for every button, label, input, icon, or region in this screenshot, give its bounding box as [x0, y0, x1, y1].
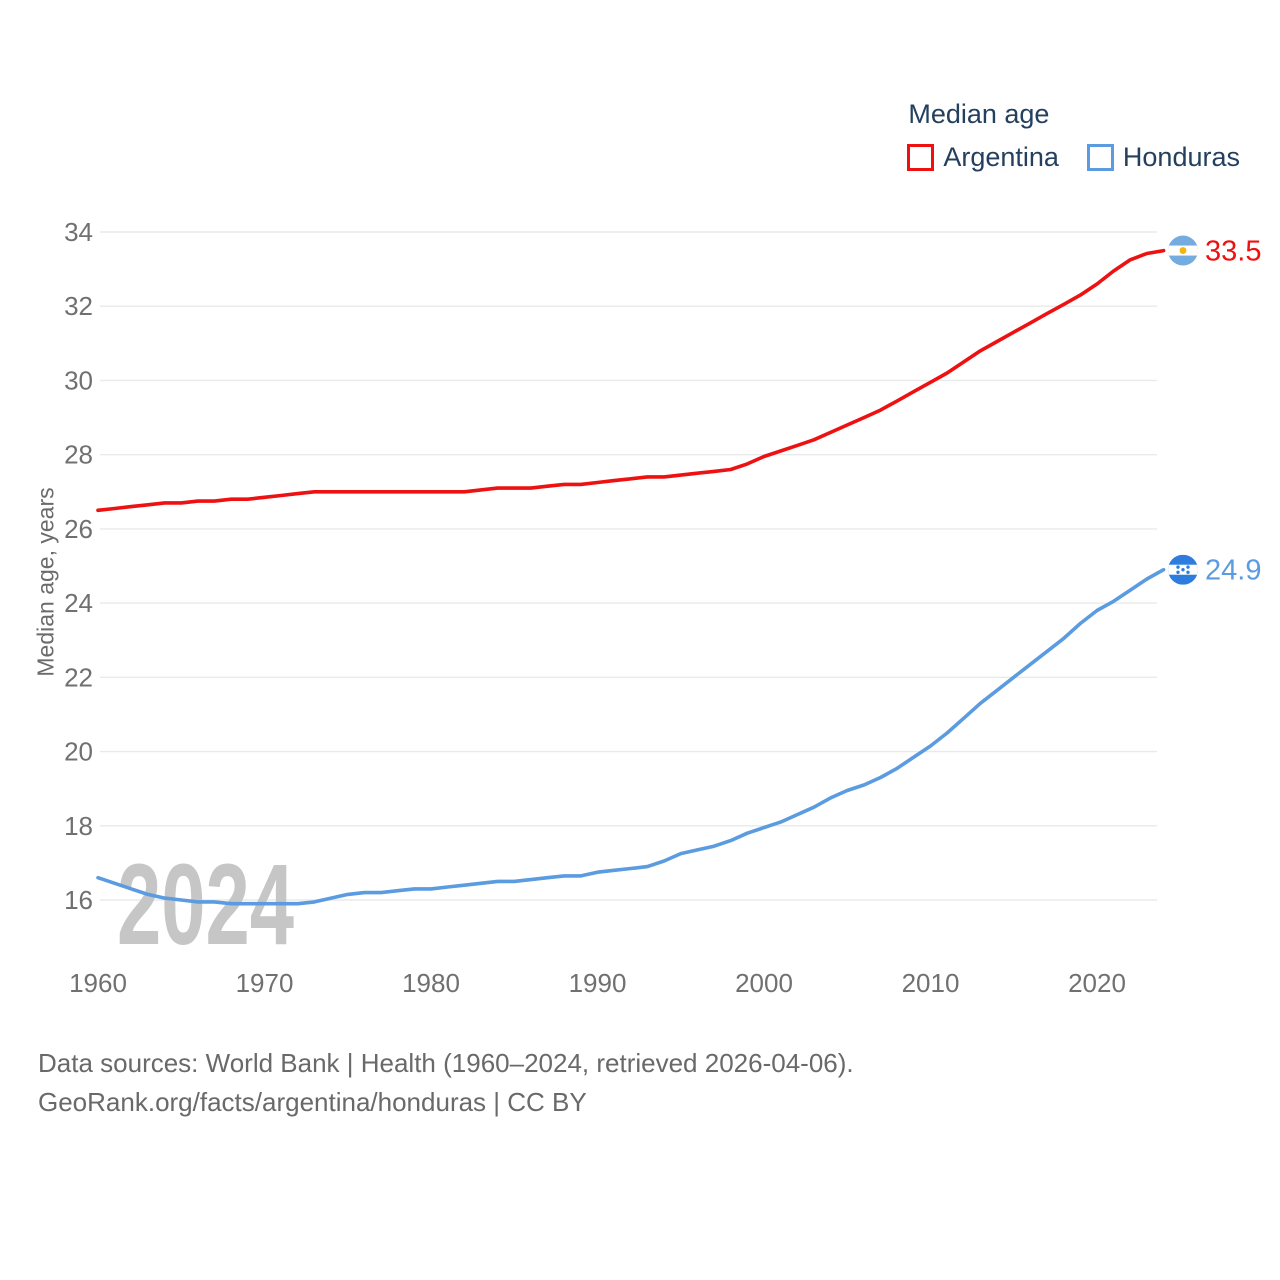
y-tick-label: 20	[64, 737, 93, 767]
argentina-swatch	[907, 144, 935, 171]
y-tick-label: 18	[64, 811, 93, 841]
honduras-flag-icon	[1168, 554, 1198, 585]
legend-items: Argentina Honduras	[907, 142, 1240, 173]
legend-title: Median age	[908, 99, 1050, 129]
honduras-line[interactable]	[96, 567, 1166, 906]
y-tick-label: 24	[64, 588, 93, 618]
georank-link-text[interactable]: GeoRank.org/facts/argentina/honduras | C…	[38, 1087, 587, 1117]
y-tick-label: 28	[64, 440, 93, 470]
honduras-end-value: 24.9	[1205, 555, 1261, 587]
x-tick-label: 1970	[236, 968, 294, 998]
x-tick-label: 2000	[735, 968, 793, 998]
y-tick-label: 22	[64, 662, 93, 692]
y-tick-label: 34	[64, 217, 93, 247]
footer: Data sources: World Bank | Health (1960–…	[38, 1044, 854, 1122]
x-tick-label: 1990	[569, 968, 627, 998]
x-tick-label: 1980	[402, 968, 460, 998]
legend-item-argentina[interactable]: Argentina	[907, 142, 1059, 173]
data-sources-text: Data sources: World Bank | Health (1960–…	[38, 1048, 854, 1078]
argentina-line[interactable]	[96, 248, 1166, 513]
argentina-end-value: 33.5	[1205, 236, 1261, 268]
y-tick-label: 30	[64, 365, 93, 395]
argentina-flag-icon	[1168, 235, 1198, 266]
legend-item-honduras[interactable]: Honduras	[1086, 142, 1240, 173]
x-tick-label: 1960	[69, 968, 127, 998]
y-tick-label: 32	[64, 291, 93, 321]
y-tick-label: 26	[64, 514, 93, 544]
x-tick-label: 2010	[902, 968, 960, 998]
honduras-swatch	[1086, 144, 1114, 171]
legend-label-argentina: Argentina	[943, 142, 1059, 172]
chart-legend: Median age Argentina Honduras	[907, 99, 1240, 173]
x-tick-label: 2020	[1068, 968, 1126, 998]
legend-label-honduras: Honduras	[1122, 142, 1240, 172]
y-tick-label: 16	[64, 885, 93, 915]
y-axis-title: Median age, years	[32, 487, 59, 677]
